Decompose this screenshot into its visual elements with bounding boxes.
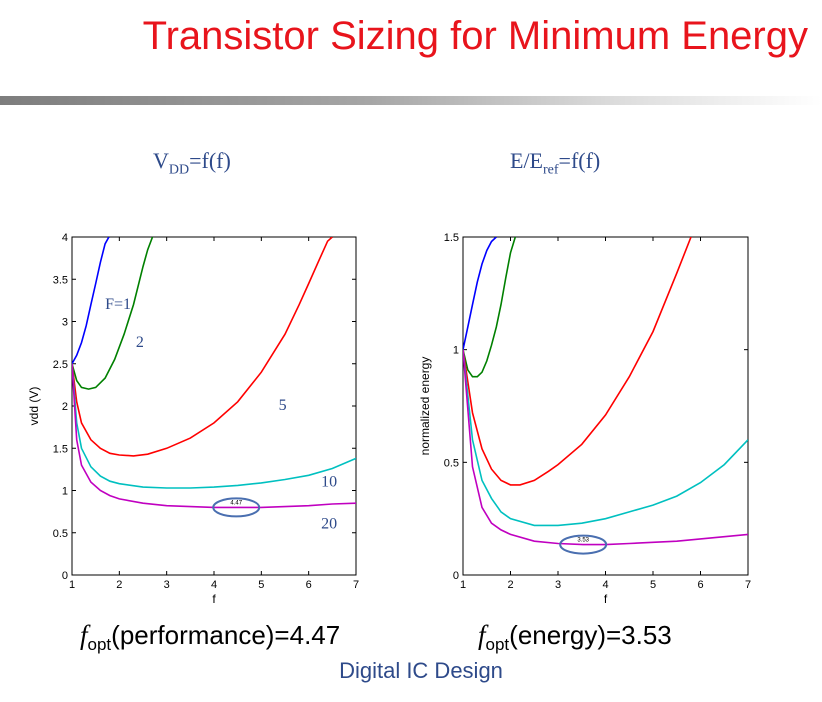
- energy-x-axis-label: f: [604, 592, 608, 606]
- vdd-xtick-label: 6: [306, 579, 312, 591]
- vdd-ytick-label: 1: [62, 486, 68, 498]
- vdd-series-line-2: [72, 237, 154, 390]
- slide-title: Transistor Sizing for Minimum Energy: [142, 14, 808, 58]
- energy-series-line-20: [463, 349, 748, 546]
- right-chart-heading: E/Eref=f(f): [510, 148, 600, 178]
- vdd-xtick-label: 3: [164, 579, 170, 591]
- energy-ytick-label: 1.5: [444, 232, 459, 244]
- energy-xtick-label: 7: [745, 579, 751, 591]
- vdd-optimum-ellipse: [212, 497, 261, 518]
- energy-xtick-label: 6: [697, 579, 703, 591]
- energy-xtick-label: 2: [507, 579, 513, 591]
- left-heading-sub: DD: [168, 162, 190, 178]
- energy-curves: [463, 237, 748, 546]
- vdd-xtick-label: 5: [258, 579, 264, 591]
- vdd-x-axis-label: f: [212, 592, 216, 606]
- slide-footer: Digital IC Design: [339, 658, 503, 683]
- vdd-y-axis-label: vdd (V): [27, 387, 41, 426]
- vdd-ytick-label: 0.5: [53, 528, 68, 540]
- energy-ytick-label: 0.5: [444, 457, 459, 469]
- energy-xtick-label: 4: [602, 579, 608, 591]
- vdd-ytick-label: 2: [62, 401, 68, 413]
- vdd-ytick-label: 3: [62, 317, 68, 329]
- vdd-ytick-label: 3.5: [53, 274, 68, 286]
- energy-series-line-f1: [463, 237, 497, 350]
- vdd-series-line-5: [72, 237, 333, 457]
- vdd-curve-label: 2: [136, 334, 144, 351]
- left-chart-heading: VDD=f(f): [153, 148, 231, 178]
- left-caption-rest: (performance)=4.47: [111, 620, 341, 650]
- vdd-curve-label: 20: [321, 516, 337, 533]
- right-caption-f: f: [478, 620, 486, 650]
- vdd-xtick-label: 1: [69, 579, 75, 591]
- energy-xtick-label: 1: [460, 579, 466, 591]
- energy-xtick-label: 5: [650, 579, 656, 591]
- energy-series-line-10: [463, 349, 748, 527]
- vdd-optimum-label: 4.47: [230, 500, 242, 506]
- energy-optimum-label: 3.53: [577, 538, 589, 544]
- energy-plot-frame: [462, 236, 749, 576]
- right-heading-rest: =f(f): [558, 148, 601, 173]
- vdd-series-line-20: [72, 363, 356, 509]
- right-heading-sub: ref: [543, 162, 559, 178]
- vdd-ytick-label: 0: [62, 570, 68, 582]
- left-heading-rest: =f(f): [189, 148, 231, 173]
- vdd-curve-label: 10: [321, 473, 337, 490]
- vdd-ytick-label: 1.5: [53, 443, 68, 455]
- vdd-ytick-label: 2.5: [53, 359, 68, 371]
- right-caption-rest: (energy)=3.53: [509, 620, 672, 650]
- vdd-series-line-f1: [72, 237, 110, 365]
- energy-optimum-ellipse: [559, 534, 608, 555]
- left-heading-base: V: [153, 148, 169, 173]
- left-caption-sub: opt: [87, 635, 112, 655]
- energy-ytick-label: 1: [453, 345, 459, 357]
- vdd-xtick-label: 7: [353, 579, 359, 591]
- energy-y-axis-label: normalized energy: [418, 357, 432, 456]
- energy-ytick-label: 0: [453, 570, 459, 582]
- vdd-curve-label: 5: [279, 397, 287, 414]
- title-divider-bar: [0, 96, 822, 105]
- vdd-xtick-label: 2: [116, 579, 122, 591]
- vdd-xtick-label: 4: [211, 579, 217, 591]
- energy-series-line-5: [463, 237, 692, 486]
- energy-series-line-2: [463, 237, 517, 378]
- vdd-plot-frame: [71, 236, 357, 576]
- energy-xtick-label: 3: [555, 579, 561, 591]
- left-caption: fopt(performance)=4.47: [80, 620, 340, 655]
- vdd-curves: [72, 237, 356, 509]
- right-heading-base: E/E: [510, 148, 543, 173]
- vdd-series-line-10: [72, 363, 356, 489]
- left-caption-f: f: [80, 620, 88, 650]
- right-caption-sub: opt: [485, 635, 510, 655]
- vdd-ytick-label: 4: [62, 232, 68, 244]
- vdd-curve-label: F=1: [105, 296, 131, 313]
- right-caption: fopt(energy)=3.53: [478, 620, 672, 655]
